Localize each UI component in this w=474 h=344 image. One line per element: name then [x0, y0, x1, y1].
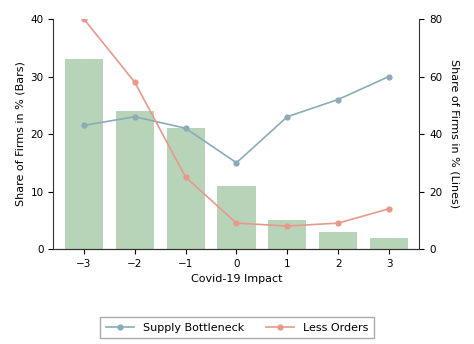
Y-axis label: Share of Firms in % (Lines): Share of Firms in % (Lines)	[449, 60, 459, 208]
Bar	[370, 237, 408, 249]
Legend: Supply Bottleneck, Less Orders: Supply Bottleneck, Less Orders	[100, 316, 374, 338]
Y-axis label: Share of Firms in % (Bars): Share of Firms in % (Bars)	[15, 62, 25, 206]
X-axis label: Covid-19 Impact: Covid-19 Impact	[191, 274, 282, 284]
Bar	[166, 128, 205, 249]
Bar	[218, 186, 255, 249]
Bar	[268, 220, 306, 249]
Bar	[319, 232, 357, 249]
Bar	[65, 59, 103, 249]
Bar	[116, 111, 154, 249]
